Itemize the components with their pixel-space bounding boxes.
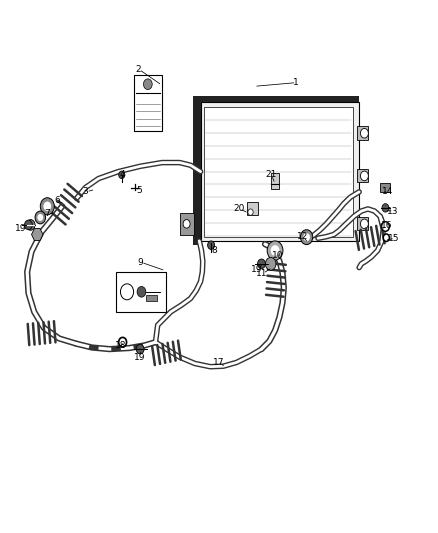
Circle shape [258, 259, 265, 269]
Bar [380, 183, 390, 192]
Bar [180, 213, 194, 235]
Circle shape [360, 219, 368, 229]
Polygon shape [32, 229, 43, 240]
Circle shape [383, 234, 389, 241]
Circle shape [271, 245, 279, 256]
Circle shape [137, 287, 146, 297]
Circle shape [119, 171, 125, 179]
Text: 19: 19 [15, 224, 27, 233]
Text: 2: 2 [135, 65, 141, 74]
Circle shape [360, 128, 368, 138]
Bar [193, 96, 359, 102]
Text: 19: 19 [251, 265, 263, 273]
Circle shape [381, 222, 389, 231]
Circle shape [183, 220, 190, 228]
Circle shape [120, 284, 134, 300]
Text: 12: 12 [297, 232, 308, 241]
Bar [193, 96, 201, 245]
Text: 10: 10 [272, 252, 284, 260]
Text: 17: 17 [213, 358, 225, 367]
Circle shape [35, 211, 46, 224]
Text: 9: 9 [137, 258, 143, 266]
Text: 15: 15 [389, 234, 400, 243]
Circle shape [360, 171, 368, 181]
Text: 7: 7 [44, 209, 50, 217]
Bar [357, 169, 368, 182]
Bar [357, 126, 368, 140]
Text: 3: 3 [82, 188, 88, 196]
Circle shape [267, 241, 283, 260]
Text: 8: 8 [212, 246, 218, 255]
Circle shape [208, 241, 215, 249]
Text: 13: 13 [387, 207, 399, 215]
Bar [201, 102, 359, 241]
Circle shape [265, 257, 276, 270]
Text: 4: 4 [120, 171, 125, 179]
Circle shape [119, 337, 127, 347]
Text: 5: 5 [136, 186, 142, 195]
Text: 18: 18 [115, 341, 126, 350]
Circle shape [136, 344, 144, 354]
Circle shape [303, 233, 310, 241]
Bar [116, 272, 166, 312]
Circle shape [25, 220, 32, 230]
Circle shape [40, 198, 54, 215]
Text: 20: 20 [233, 205, 244, 213]
Circle shape [382, 204, 389, 212]
Bar [134, 75, 162, 131]
Bar [146, 295, 157, 302]
Text: 6: 6 [54, 197, 60, 205]
Circle shape [43, 201, 51, 211]
Circle shape [300, 230, 313, 245]
Text: 16: 16 [381, 222, 392, 230]
Bar [271, 173, 279, 189]
Text: 21: 21 [265, 171, 276, 179]
Bar [357, 217, 368, 230]
Text: 14: 14 [382, 188, 393, 196]
Text: 19: 19 [134, 353, 146, 361]
Bar [204, 107, 353, 237]
Circle shape [248, 209, 253, 215]
Text: 11: 11 [256, 269, 268, 278]
Text: 1: 1 [293, 78, 299, 87]
Circle shape [144, 79, 152, 90]
Circle shape [37, 214, 43, 221]
Circle shape [26, 220, 35, 230]
Bar [247, 202, 258, 215]
